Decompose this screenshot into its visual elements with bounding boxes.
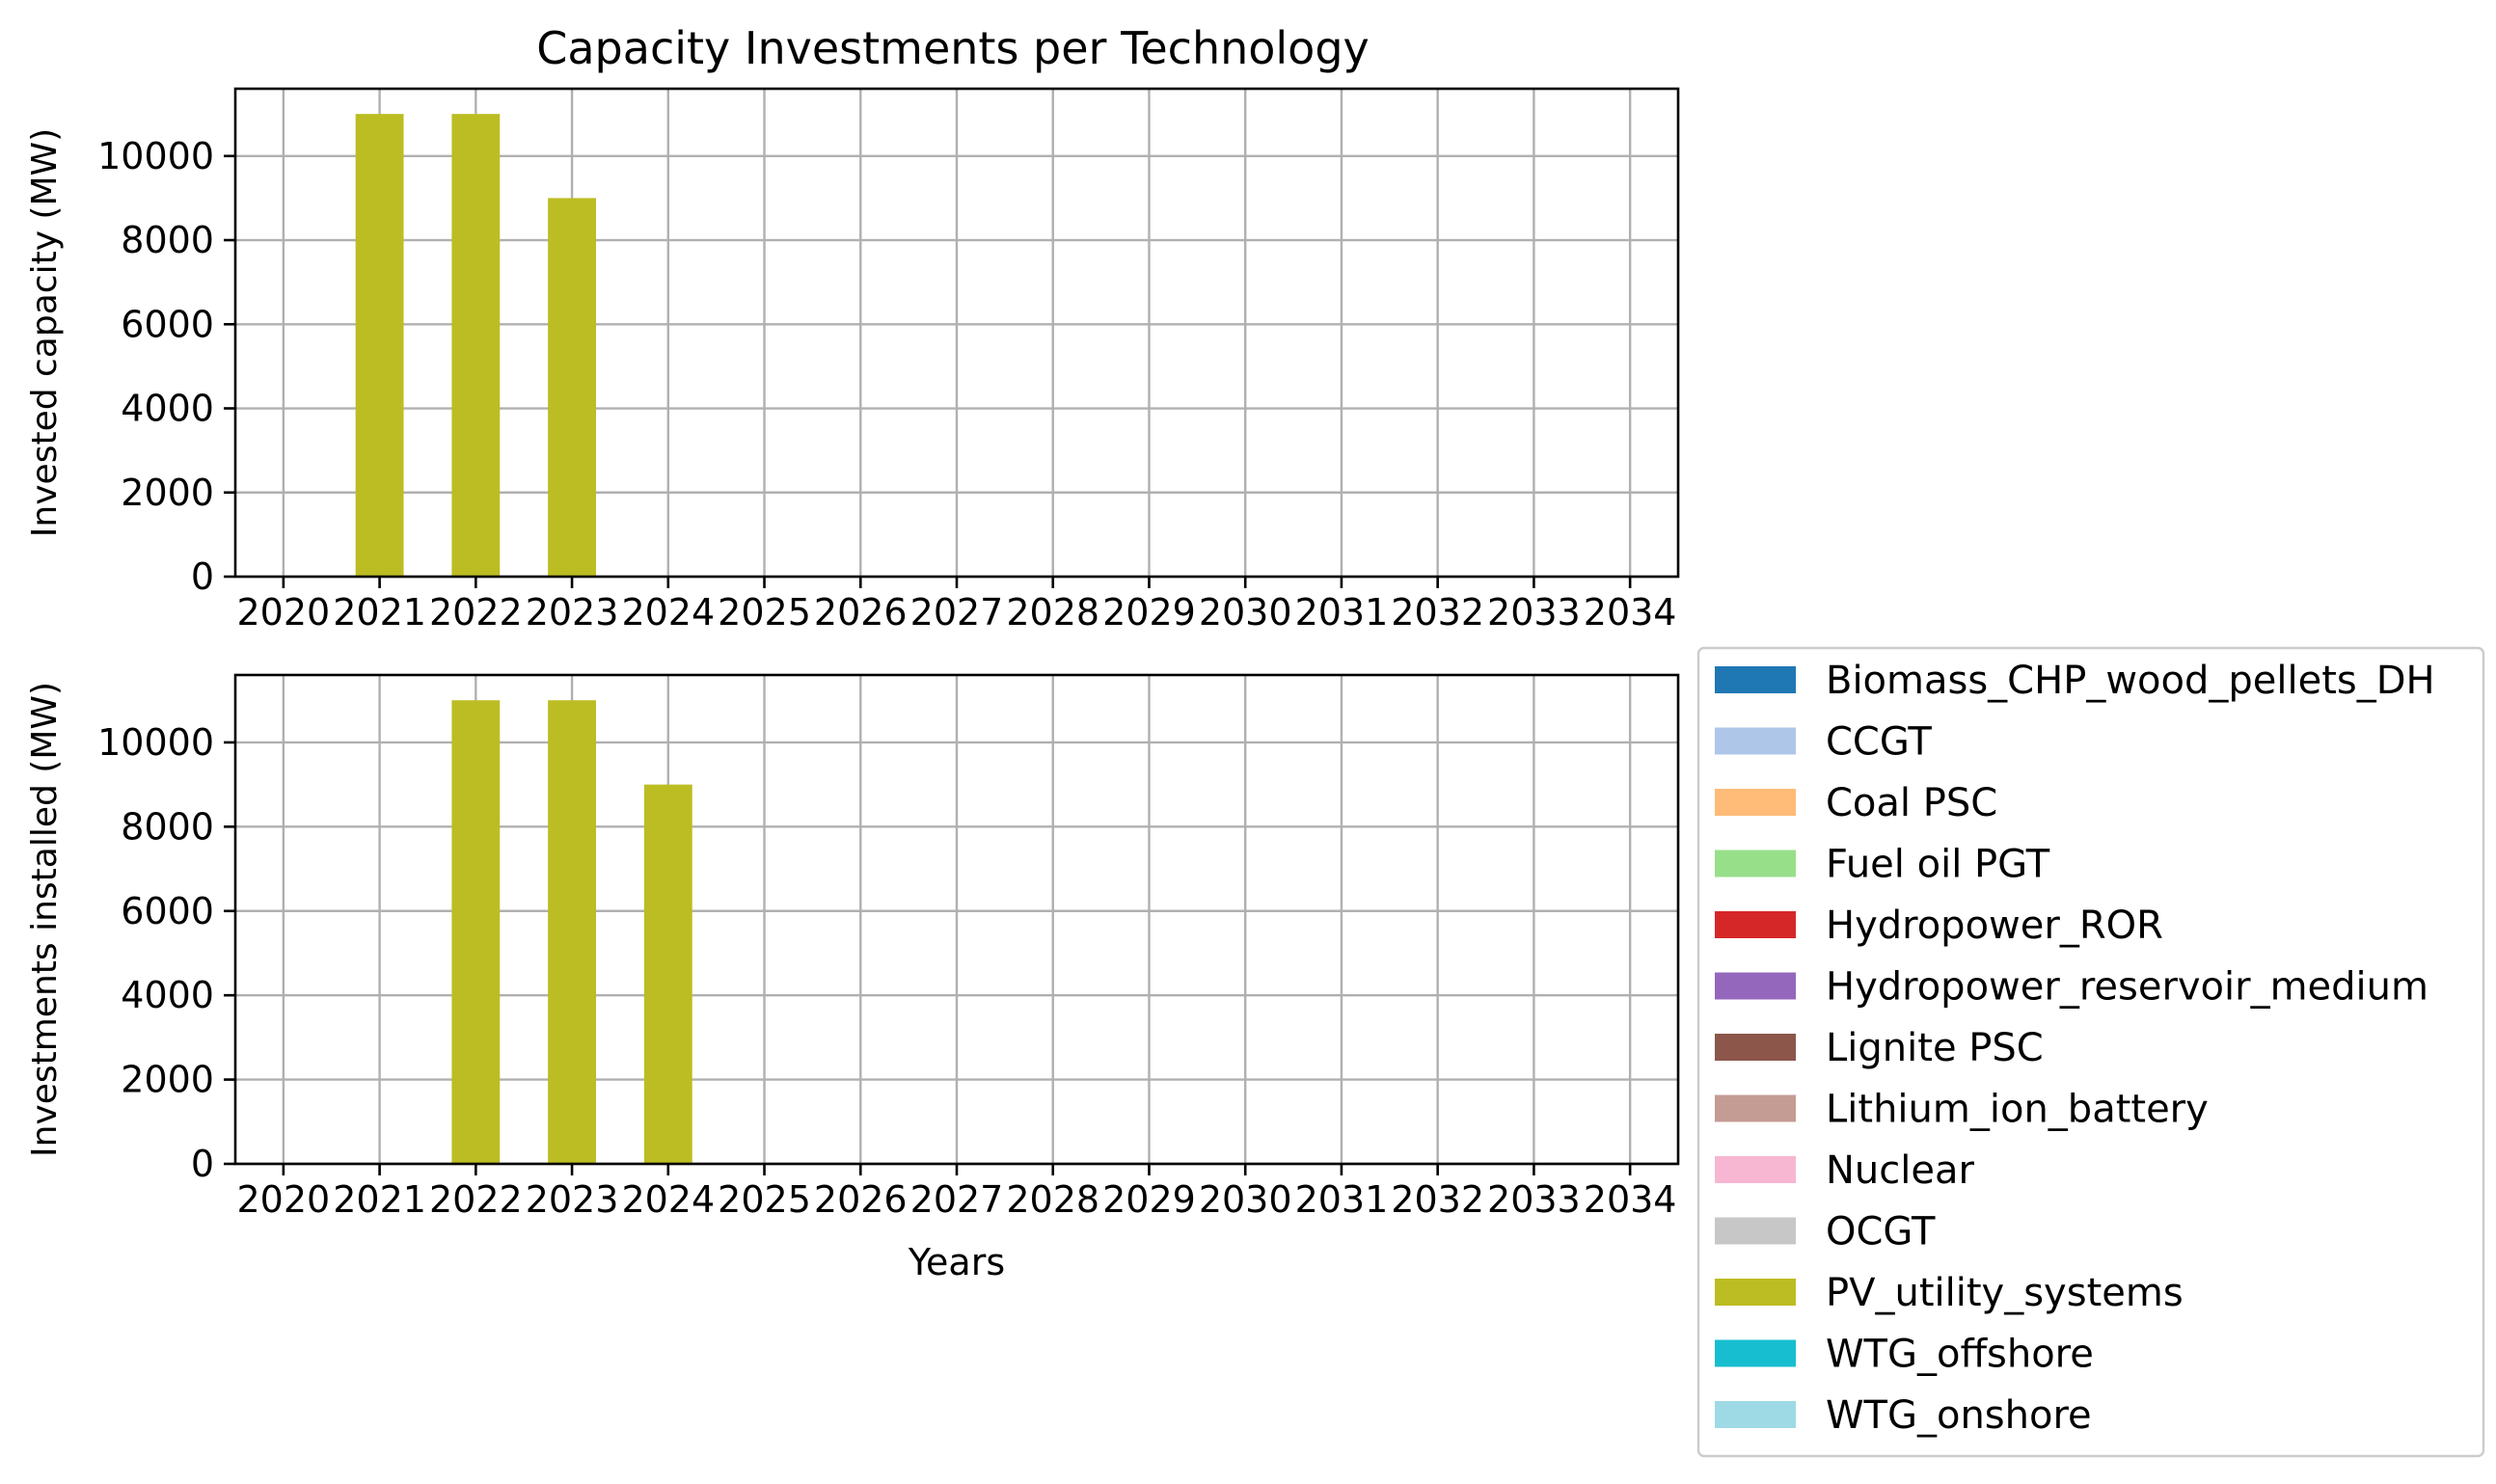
x-tick-label: 2026 (814, 1178, 908, 1221)
subplot-1: 2020 2021 2022 2023 2024 2025 2026 2027 2028 2029… (25, 87, 1680, 634)
legend-swatch-Hydropower_reservoir_medium (1715, 972, 1796, 1000)
y-tick-label: 0 (191, 555, 214, 598)
x-tick-label: 2024 (621, 591, 715, 634)
y-tick-label: 10000 (97, 135, 214, 177)
y-tick-label: 6000 (121, 303, 214, 345)
x-tick-label: 2022 (429, 1178, 523, 1221)
y-tick-label: 10000 (97, 721, 214, 764)
legend-label-WTG_offshore: WTG_offshore (1826, 1333, 2094, 1377)
x-tick-label: 2028 (1006, 1178, 1099, 1221)
legend-label-Fuel oil PGT: Fuel oil PGT (1826, 843, 2050, 887)
bar-PV_utility_systems-2023 (548, 700, 596, 1164)
x-tick-label: 2034 (1584, 591, 1677, 634)
legend-swatch-WTG_offshore (1715, 1339, 1796, 1367)
x-tick-label: 2025 (718, 591, 811, 634)
x-tick-label: 2027 (910, 591, 1004, 634)
legend-swatch-Nuclear (1715, 1156, 1796, 1183)
x-tick-label: 2033 (1487, 1178, 1581, 1221)
legend-swatch-Lignite PSC (1715, 1034, 1796, 1061)
legend-swatch-WTG_onshore (1715, 1401, 1796, 1428)
y-tick-label: 4000 (121, 388, 214, 430)
legend-label-Biomass_CHP_wood_pellets_DH: Biomass_CHP_wood_pellets_DH (1826, 659, 2435, 703)
legend-label-Hydropower_reservoir_medium: Hydropower_reservoir_medium (1826, 965, 2428, 1010)
x-tick-label: 2025 (718, 1178, 811, 1221)
x-tick-label: 2033 (1487, 591, 1581, 634)
x-tick-label: 2020 (237, 591, 331, 634)
x-tick-label: 2032 (1391, 591, 1484, 634)
x-tick-label: 2027 (910, 1178, 1004, 1221)
legend-label-CCGT: CCGT (1826, 720, 1932, 765)
legend-label-Lignite PSC: Lignite PSC (1826, 1026, 2044, 1070)
x-tick-label: 2028 (1006, 591, 1099, 634)
x-tick-label: 2034 (1584, 1178, 1677, 1221)
bar-PV_utility_systems-2022 (451, 114, 501, 577)
y-axis-label: Invested capacity (MW) (25, 128, 65, 537)
y-tick-label: 8000 (121, 805, 214, 848)
legend-swatch-OCGT (1715, 1217, 1796, 1245)
legend-label-PV_utility_systems: PV_utility_systems (1826, 1271, 2184, 1315)
y-tick-label: 6000 (121, 890, 214, 932)
x-tick-label: 2032 (1391, 1178, 1484, 1221)
bar-PV_utility_systems-2024 (643, 784, 692, 1164)
x-tick-label: 2029 (1102, 591, 1196, 634)
x-axis-label: Years (908, 1241, 1005, 1283)
legend-label-Lithium_ion_battery: Lithium_ion_battery (1826, 1088, 2209, 1132)
y-tick-label: 8000 (121, 219, 214, 261)
x-tick-label: 2029 (1102, 1178, 1196, 1221)
x-tick-label: 2031 (1295, 591, 1389, 634)
legend-swatch-Biomass_CHP_wood_pellets_DH (1715, 666, 1796, 693)
chart-title: Capacity Investments per Technology (536, 22, 1370, 74)
legend-label-Coal PSC: Coal PSC (1826, 781, 1997, 825)
legend-swatch-Hydropower_ROR (1715, 911, 1796, 938)
y-tick-label: 2000 (121, 472, 214, 514)
x-tick-label: 2023 (526, 591, 619, 634)
legend-label-Nuclear: Nuclear (1826, 1148, 1975, 1193)
legend-box (1696, 646, 2485, 1458)
legend-label-OCGT: OCGT (1826, 1210, 1936, 1255)
bar-PV_utility_systems-2022 (451, 700, 501, 1164)
y-tick-label: 4000 (121, 974, 214, 1016)
x-tick-label: 2021 (333, 591, 426, 634)
x-tick-label: 2023 (526, 1178, 619, 1221)
x-tick-label: 2022 (429, 591, 523, 634)
legend: Biomass_CHP_wood_pellets_DH CCGT Coal PSC F… (1696, 646, 2485, 1458)
x-tick-label: 2024 (621, 1178, 715, 1221)
bar-PV_utility_systems-2023 (548, 198, 596, 577)
x-tick-label: 2031 (1295, 1178, 1389, 1221)
bar-PV_utility_systems-2021 (355, 114, 404, 577)
x-tick-label: 2021 (333, 1178, 426, 1221)
legend-label-WTG_onshore: WTG_onshore (1826, 1393, 2092, 1438)
x-tick-label: 2026 (814, 591, 908, 634)
y-tick-label: 2000 (121, 1059, 214, 1101)
legend-swatch-Fuel oil PGT (1715, 850, 1796, 877)
subplot-2: 2020 2021 2022 2023 2024 2025 2026 2027 2028 2029… (25, 673, 1680, 1283)
legend-swatch-CCGT (1715, 727, 1796, 755)
y-axis-label: Investments installed (MW) (25, 682, 65, 1157)
x-tick-label: 2030 (1199, 1178, 1292, 1221)
y-tick-label: 0 (191, 1143, 214, 1185)
legend-label-Hydropower_ROR: Hydropower_ROR (1826, 904, 2163, 948)
legend-swatch-Lithium_ion_battery (1715, 1094, 1796, 1122)
legend-swatch-PV_utility_systems (1715, 1279, 1796, 1306)
legend-swatch-Coal PSC (1715, 789, 1796, 816)
x-tick-label: 2030 (1199, 591, 1292, 634)
x-tick-label: 2020 (237, 1178, 331, 1221)
